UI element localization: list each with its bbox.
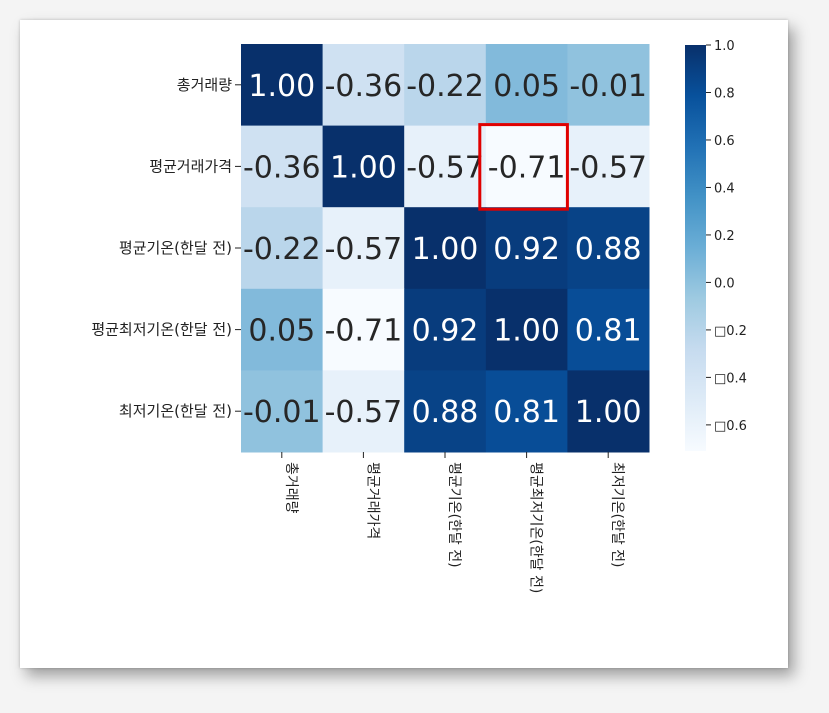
heatmap-cell-3-2: [404, 288, 487, 371]
colorbar-tick-label-0: 1.0: [714, 39, 735, 54]
x-tick-label-4: 최저기온(한달 전): [609, 462, 625, 568]
heatmap-cell-3-1: [322, 288, 405, 371]
heatmap-annotation-3-0: 0.05: [248, 314, 315, 349]
heatmap-cell-0-1: [322, 44, 405, 127]
heatmap-cell-0-3: [485, 44, 568, 127]
heatmap-annotation-3-4: 0.81: [575, 314, 642, 349]
heatmap-annotation-2-1: -0.57: [325, 232, 403, 267]
colorbar-tick-label-2: 0.6: [714, 134, 735, 149]
heatmap-cell-4-1: [322, 370, 405, 453]
heatmap-cell-4-2: [404, 370, 487, 453]
highlight-box: [478, 123, 569, 211]
heatmap-annotation-4-0: -0.01: [243, 395, 321, 430]
heatmap-annotation-2-4: 0.88: [575, 232, 642, 267]
colorbar-tick-label-5: 0.0: [714, 276, 735, 291]
heatmap-annotation-1-3: -0.71: [488, 150, 566, 185]
heatmap-annotation-2-3: 0.92: [493, 232, 560, 267]
heatmap-cell-1-4: [567, 125, 650, 208]
heatmap-annotation-3-1: -0.71: [325, 314, 403, 349]
heatmap-annotation-1-0: -0.36: [243, 150, 321, 185]
colorbar-tick-label-6: □0.2: [714, 324, 747, 339]
colorbar-tick-label-1: 0.8: [714, 86, 735, 101]
heatmap-cell-4-3: [485, 370, 568, 453]
y-tick-label-3: 평균최저기온(한달 전): [91, 321, 232, 339]
heatmap-annotation-2-2: 1.00: [412, 232, 479, 267]
heatmap-annotation-1-4: -0.57: [569, 150, 647, 185]
x-tick-label-3: 평균최저기온(한달 전): [528, 462, 544, 593]
y-tick-label-2: 평균기온(한달 전): [119, 239, 232, 257]
x-tick-label-0: 총거래량: [283, 462, 299, 514]
heatmap-annotation-0-4: -0.01: [569, 69, 647, 104]
heatmap-annotation-1-1: 1.00: [330, 150, 397, 185]
heatmap-cell-2-2: [404, 207, 487, 290]
heatmap-annotation-0-1: -0.36: [325, 69, 403, 104]
y-tick-label-4: 최저기온(한달 전): [119, 402, 232, 420]
heatmap-annotation-0-3: 0.05: [493, 69, 560, 104]
heatmap-cell-3-3: [485, 288, 568, 371]
colorbar-tick-label-8: □0.6: [714, 419, 747, 434]
heatmap-cell-4-0: [241, 370, 324, 453]
heatmap-cell-1-3: [485, 125, 568, 208]
heatmap-annotation-0-0: 1.00: [248, 69, 315, 104]
heatmap-cell-3-4: [567, 288, 650, 371]
heatmap-cell-2-1: [322, 207, 405, 290]
heatmap-annotation-4-2: 0.88: [412, 395, 479, 430]
heatmap-cell-3-0: [241, 288, 324, 371]
y-tick-label-0: 총거래량: [177, 76, 232, 94]
heatmap-cell-1-1: [322, 125, 405, 208]
heatmap-cell-4-4: [567, 370, 650, 453]
colorbar-tick-label-3: 0.4: [714, 181, 735, 196]
heatmap-cell-2-3: [485, 207, 568, 290]
x-tick-label-1: 평균거래가격: [364, 462, 380, 539]
heatmap-annotation-4-1: -0.57: [325, 395, 403, 430]
heatmap-cell-0-4: [567, 44, 650, 127]
colorbar-tick-label-7: □0.4: [714, 371, 747, 386]
heatmap-annotation-2-0: -0.22: [243, 232, 321, 267]
heatmap-cell-0-2: [404, 44, 487, 127]
heatmap-cell-1-0: [241, 125, 324, 208]
heatmap-annotation-3-2: 0.92: [412, 314, 479, 349]
heatmap-annotation-1-2: -0.57: [406, 150, 484, 185]
colorbar: [685, 45, 706, 451]
figure-frame: 1.00 -0.36 -0.22 0.05 -0.01 -0.36 1.00 -0.57 -0.…: [20, 20, 788, 668]
x-tick-label-2: 평균기온(한달 전): [446, 462, 462, 568]
heatmap-cell-2-0: [241, 207, 324, 290]
heatmap-cell-0-0: [241, 44, 324, 127]
heatmap-annotation-0-2: -0.22: [406, 69, 484, 104]
heatmap-annotation-3-3: 1.00: [493, 314, 560, 349]
y-tick-label-1: 평균거래가격: [149, 157, 232, 175]
heatmap-annotation-4-3: 0.81: [493, 395, 560, 430]
correlation-heatmap: 1.00 -0.36 -0.22 0.05 -0.01-0.36 1.00 -0.57 -0.…: [91, 39, 747, 593]
heatmap-annotation-4-4: 1.00: [575, 395, 642, 430]
heatmap-cell-2-4: [567, 207, 650, 290]
colorbar-tick-label-4: 0.2: [714, 229, 735, 244]
heatmap-cell-1-2: [404, 125, 487, 208]
